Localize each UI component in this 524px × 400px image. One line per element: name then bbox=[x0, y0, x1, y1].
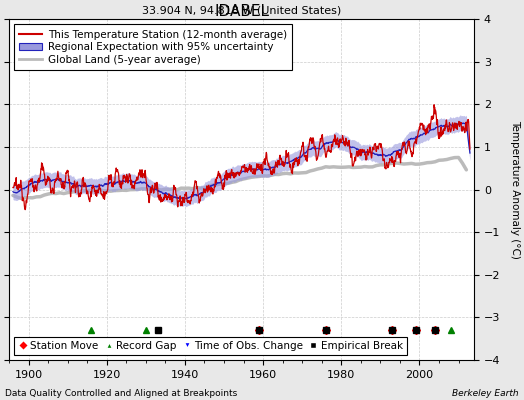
Text: Berkeley Earth: Berkeley Earth bbox=[452, 389, 519, 398]
Legend: Station Move, Record Gap, Time of Obs. Change, Empirical Break: Station Move, Record Gap, Time of Obs. C… bbox=[14, 336, 407, 355]
Text: Data Quality Controlled and Aligned at Breakpoints: Data Quality Controlled and Aligned at B… bbox=[5, 389, 237, 398]
Y-axis label: Temperature Anomaly (°C): Temperature Anomaly (°C) bbox=[510, 120, 520, 259]
Text: 33.904 N, 94.818 W (United States): 33.904 N, 94.818 W (United States) bbox=[142, 6, 341, 16]
Title: IDABEL: IDABEL bbox=[214, 4, 269, 19]
